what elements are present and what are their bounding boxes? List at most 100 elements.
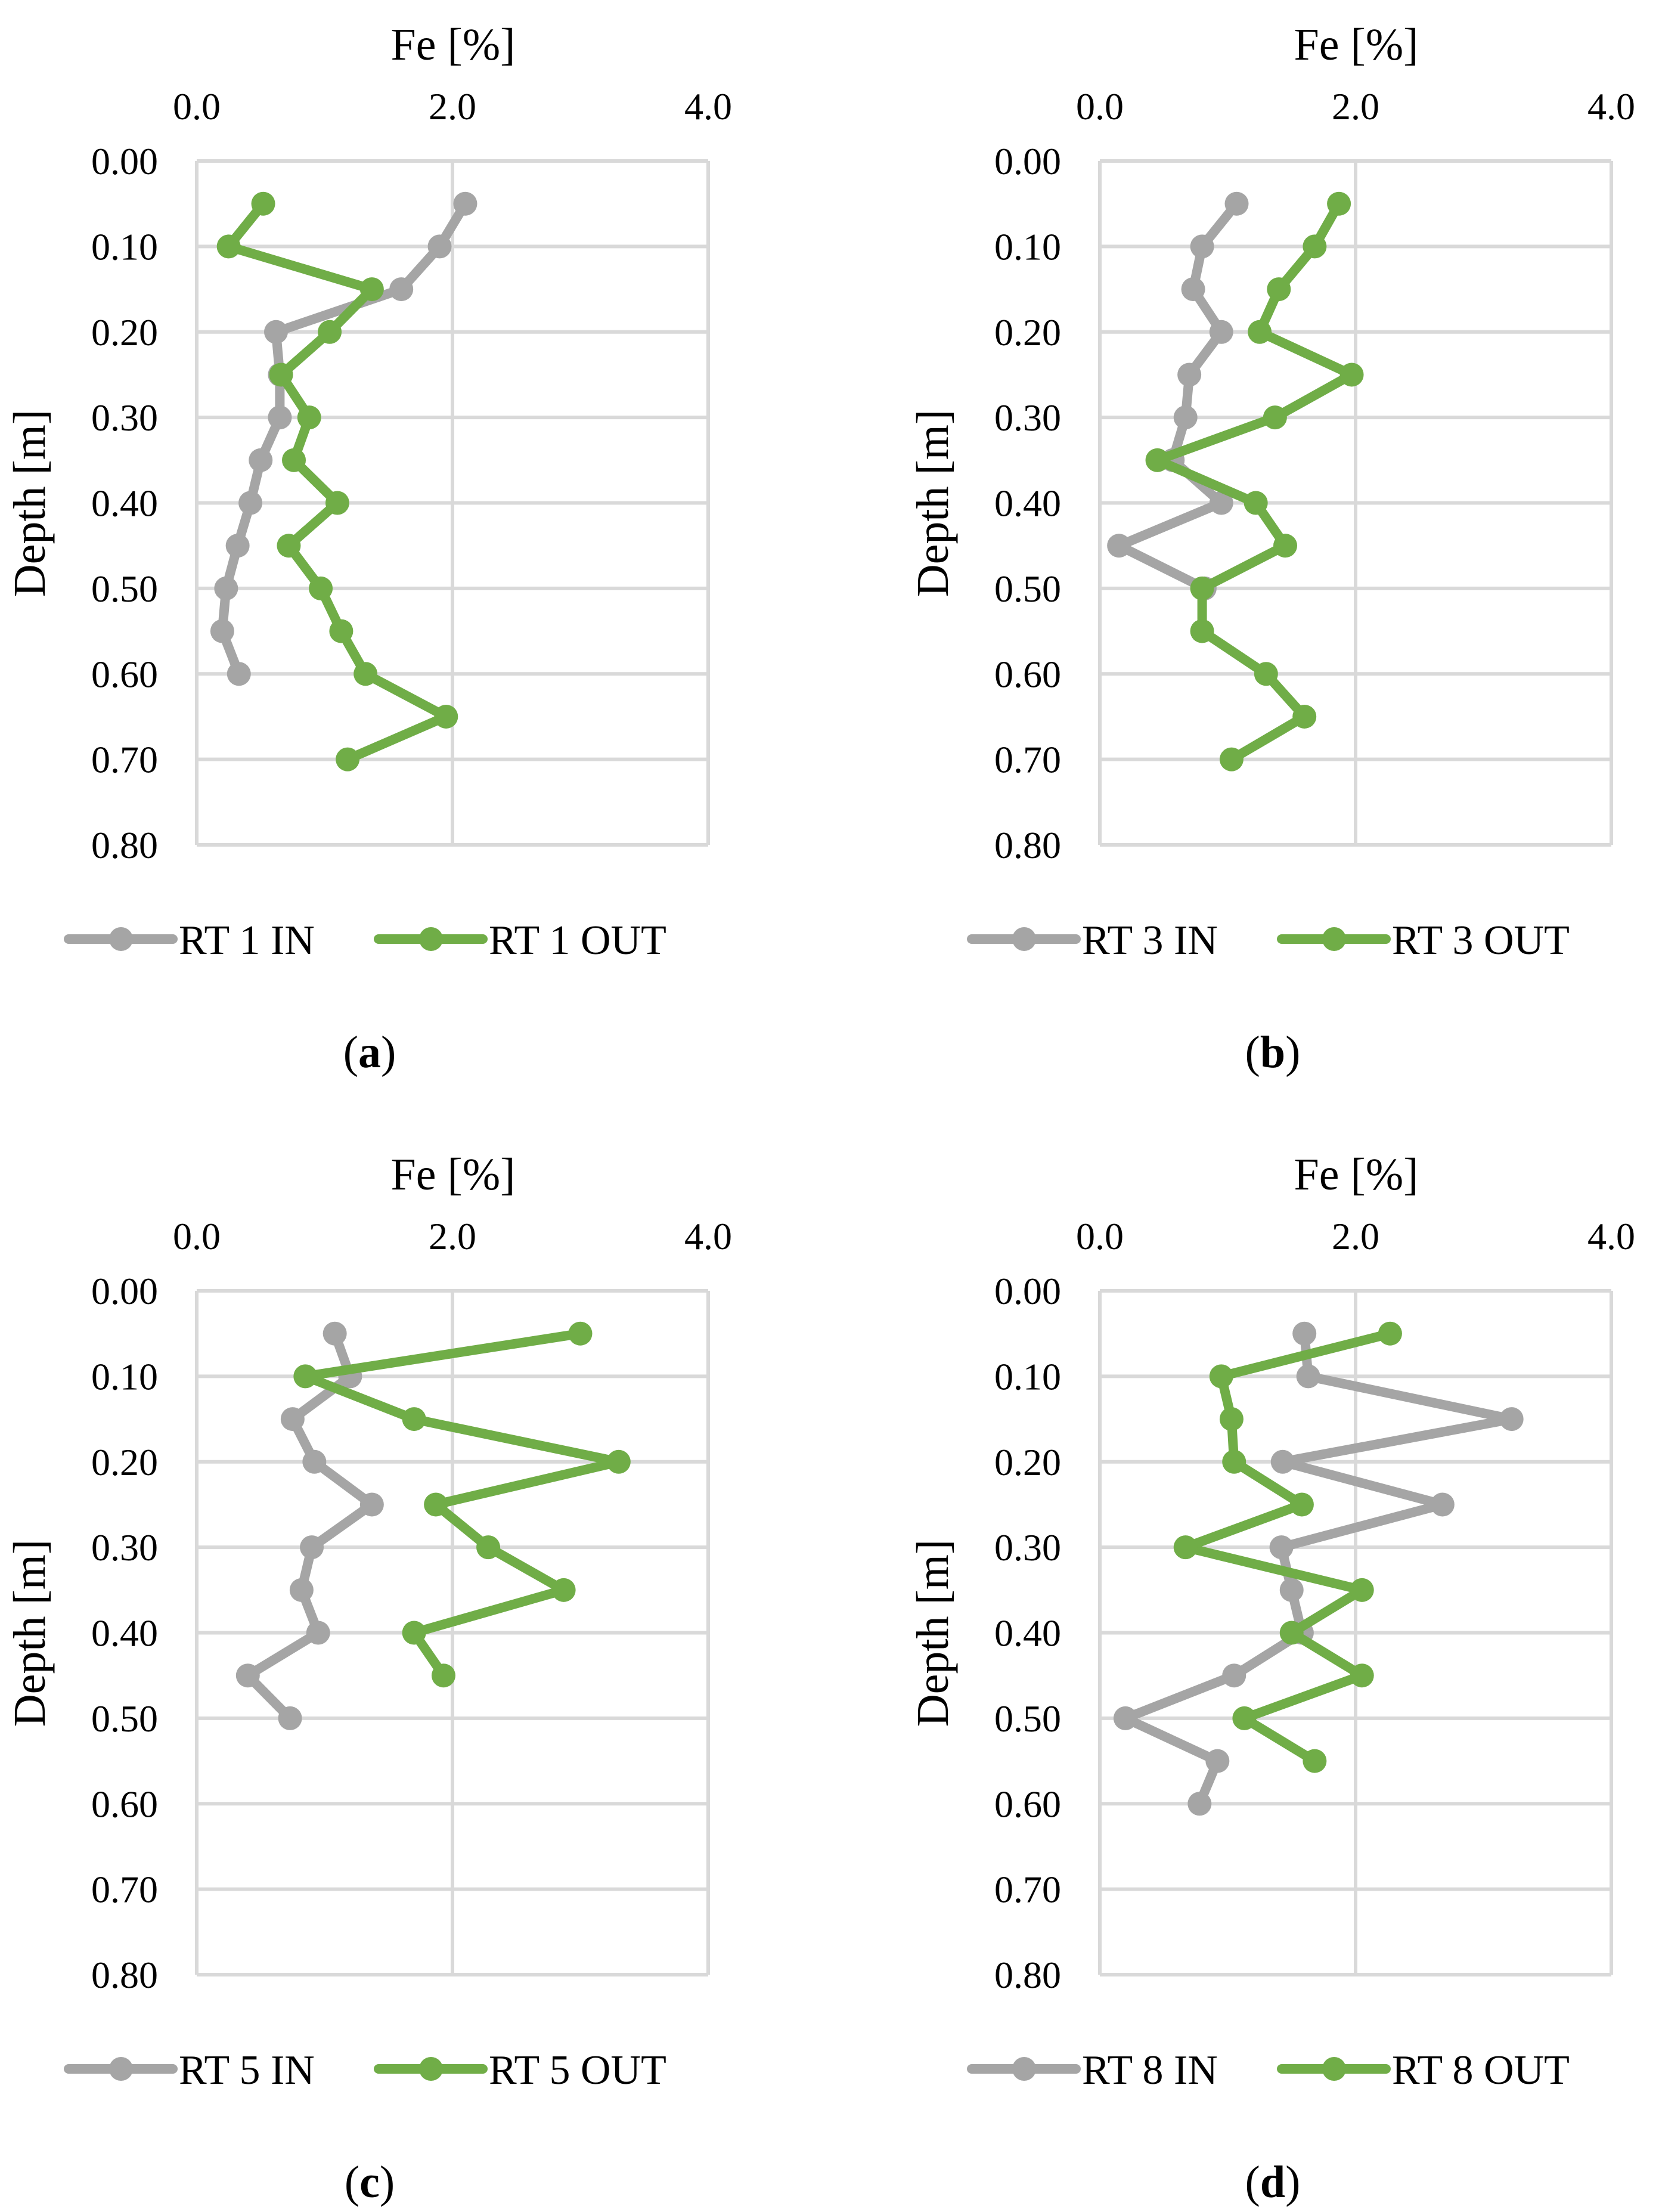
data-point: [431, 1663, 455, 1688]
x-axis-title: Fe [%]: [391, 20, 516, 70]
data-point: [1190, 619, 1214, 643]
legend-entry-in: RT 8 IN: [967, 2047, 1218, 2093]
legend-label: RT 1 IN: [179, 918, 315, 964]
y-tick-label: 0.70: [91, 739, 158, 781]
series-out: [216, 191, 458, 772]
data-point: [389, 277, 414, 302]
y-tick-label: 0.00: [91, 1270, 158, 1312]
legend-label: RT 5 OUT: [489, 2047, 666, 2093]
data-point: [1378, 1321, 1402, 1346]
y-tick-label: 0.50: [91, 568, 158, 610]
panel-label: (a): [343, 1027, 396, 1077]
data-point: [1292, 1321, 1317, 1346]
data-point: [282, 448, 306, 472]
data-point: [309, 576, 333, 600]
data-point: [1267, 277, 1291, 302]
y-tick-label: 0.70: [994, 739, 1061, 781]
data-point: [1248, 320, 1272, 344]
y-tick-label: 0.30: [91, 396, 158, 439]
series-out: [1145, 191, 1364, 772]
legend-swatch-marker: [1322, 2057, 1346, 2081]
data-point: [293, 1364, 318, 1389]
y-tick-label: 0.60: [994, 1783, 1061, 1825]
x-axis-title: Fe [%]: [1294, 20, 1419, 70]
legend-label: RT 3 OUT: [1392, 918, 1570, 964]
y-tick-label: 0.10: [91, 1355, 158, 1398]
y-tick-label: 0.20: [91, 1441, 158, 1483]
data-point: [289, 1578, 314, 1602]
y-tick-label: 0.60: [994, 653, 1061, 695]
y-tick-label: 0.80: [994, 824, 1061, 866]
y-tick-label: 0.30: [91, 1526, 158, 1569]
legend-swatch-marker: [109, 927, 133, 951]
y-tick-label: 0.10: [91, 225, 158, 268]
data-point: [325, 491, 349, 515]
x-tick-label: 4.0: [684, 85, 732, 128]
data-point: [1270, 1449, 1295, 1474]
series-in: [1113, 1321, 1524, 1816]
x-axis-title: Fe [%]: [1294, 1150, 1419, 1200]
x-axis-title: Fe [%]: [391, 1150, 516, 1200]
data-point: [278, 1706, 302, 1730]
y-axis-title: Depth [m]: [5, 410, 55, 597]
data-point: [1219, 747, 1244, 772]
x-tick-label: 0.0: [1076, 1215, 1124, 1257]
y-tick-label: 0.80: [994, 1954, 1061, 1996]
y-tick-label: 0.30: [994, 396, 1061, 439]
series-line: [1114, 199, 1242, 593]
data-point: [1350, 1663, 1374, 1688]
data-point: [1339, 363, 1364, 387]
x-tick-label: 0.0: [1076, 85, 1124, 128]
series-line: [1120, 1328, 1517, 1809]
data-point: [1296, 1364, 1320, 1389]
data-point: [214, 576, 238, 600]
x-tick-label: 4.0: [1587, 1215, 1635, 1257]
data-point: [1224, 191, 1249, 216]
chart-panel-c: 0.0 2.0 4.0 Fe [%] 0.00 0.10 0.20 0.30 0.40 0.50 0…: [5, 1150, 732, 2207]
legend-label: RT 8 IN: [1082, 2047, 1218, 2093]
y-axis-title: Depth [m]: [908, 410, 958, 597]
y-tick-label: 0.70: [994, 1869, 1061, 1911]
legend-entry-out: RT 1 OUT: [374, 918, 666, 964]
y-tick-label: 0.60: [91, 653, 158, 695]
legend-label: RT 3 IN: [1082, 918, 1218, 964]
x-tick-label: 4.0: [1587, 85, 1635, 128]
data-point: [1113, 1706, 1137, 1730]
y-tick-label: 0.80: [91, 1954, 158, 1996]
legend-entry-in: RT 5 IN: [64, 2047, 315, 2093]
legend-entry-in: RT 1 IN: [64, 918, 315, 964]
x-tick-label: 2.0: [429, 1215, 476, 1257]
data-point: [1145, 448, 1170, 472]
data-point: [1279, 1578, 1304, 1602]
y-tick-label: 0.10: [994, 1355, 1061, 1398]
data-point: [1273, 534, 1298, 558]
data-point: [551, 1578, 576, 1602]
x-tick-label: 2.0: [1332, 1215, 1379, 1257]
data-point: [359, 277, 384, 302]
legend-label: RT 1 OUT: [489, 918, 666, 964]
series-out: [1173, 1321, 1402, 1773]
y-tick-label: 0.50: [994, 1697, 1061, 1740]
y-tick-label: 0.20: [91, 311, 158, 354]
legend-swatch-marker: [419, 2057, 443, 2081]
data-point: [268, 405, 292, 430]
legend-entry-out: RT 5 OUT: [374, 2047, 666, 2093]
data-point: [1350, 1578, 1374, 1602]
data-point: [1219, 1407, 1244, 1432]
legend-label: RT 8 OUT: [1392, 2047, 1570, 2093]
data-point: [1190, 234, 1214, 259]
series-line: [243, 1328, 377, 1723]
data-point: [1222, 1663, 1246, 1688]
series-out: [293, 1321, 631, 1688]
data-point: [318, 320, 342, 344]
data-point: [1430, 1492, 1455, 1517]
legend-swatch-marker: [1322, 927, 1346, 951]
data-point: [476, 1535, 501, 1560]
data-point: [300, 1535, 324, 1560]
legend-entry-out: RT 8 OUT: [1277, 2047, 1570, 2093]
y-tick-label: 0.20: [994, 1441, 1061, 1483]
data-point: [238, 491, 263, 515]
series-line: [217, 199, 470, 679]
data-point: [1254, 662, 1278, 686]
data-point: [1303, 1749, 1327, 1773]
